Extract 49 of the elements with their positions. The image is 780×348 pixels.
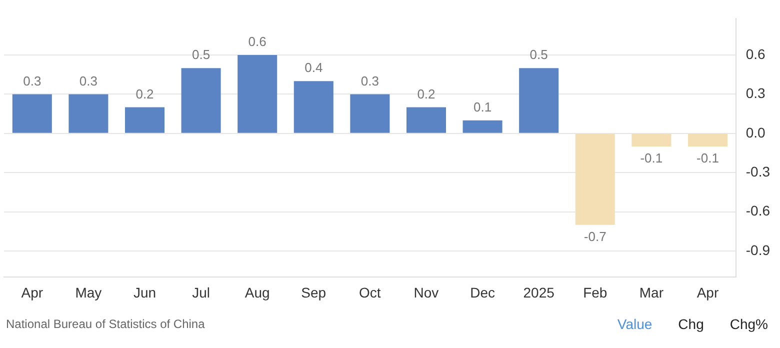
bar: [575, 134, 615, 225]
x-tick-label: Nov: [414, 284, 439, 300]
text: Chg: [678, 316, 704, 332]
bar: [238, 55, 278, 133]
data-label: 0.1: [473, 99, 492, 114]
x-tick-label: Dec: [470, 284, 495, 300]
data-label: -0.7: [584, 228, 606, 244]
x-tick-label: Feb: [583, 284, 608, 300]
data-label: 0.5: [192, 47, 210, 62]
data-label: 0.3: [79, 73, 98, 88]
text: National Bureau of Statistics of China: [6, 317, 205, 331]
data-label: 0.2: [417, 86, 436, 102]
y-tick-label: -0.9: [746, 242, 770, 258]
bar: [350, 94, 390, 133]
x-tick-label: 2025: [523, 284, 555, 300]
x-tick-label: Apr: [21, 284, 44, 300]
data-label: -0.1: [640, 150, 663, 166]
bar: [519, 68, 559, 133]
y-tick-label: -0.6: [746, 202, 770, 219]
y-tick-label: -0.3: [746, 163, 770, 180]
data-label: -0.1: [696, 150, 719, 166]
x-tick-label: Sep: [301, 284, 326, 300]
x-tick-label: Oct: [359, 284, 381, 300]
data-label: 0.3: [360, 73, 379, 88]
bar: [12, 94, 52, 133]
x-tick-label: Jun: [133, 284, 156, 300]
bar: [181, 68, 221, 133]
x-tick-label: Apr: [696, 284, 719, 300]
text: Chg%: [730, 316, 768, 332]
bar: [294, 81, 334, 133]
x-tick-label: Aug: [244, 284, 270, 300]
text: Value: [617, 316, 652, 332]
x-tick-label: May: [75, 284, 102, 300]
bar: [688, 134, 728, 146]
bar: [124, 107, 165, 133]
y-tick-label: 0.3: [746, 85, 766, 102]
bar: [406, 107, 446, 133]
data-label: 0.5: [530, 47, 548, 62]
x-tick-label: Mar: [639, 284, 664, 300]
y-tick-label: 0.0: [746, 124, 766, 140]
data-label: 0.6: [248, 34, 266, 50]
data-label: 0.3: [23, 73, 42, 88]
data-label: 0.4: [304, 60, 323, 76]
bar: [68, 94, 108, 133]
bar: [462, 120, 502, 133]
y-tick-label: 0.6: [746, 46, 766, 62]
bar: [632, 134, 672, 146]
x-tick-label: Jul: [192, 284, 210, 300]
data-label: 0.2: [136, 86, 154, 102]
